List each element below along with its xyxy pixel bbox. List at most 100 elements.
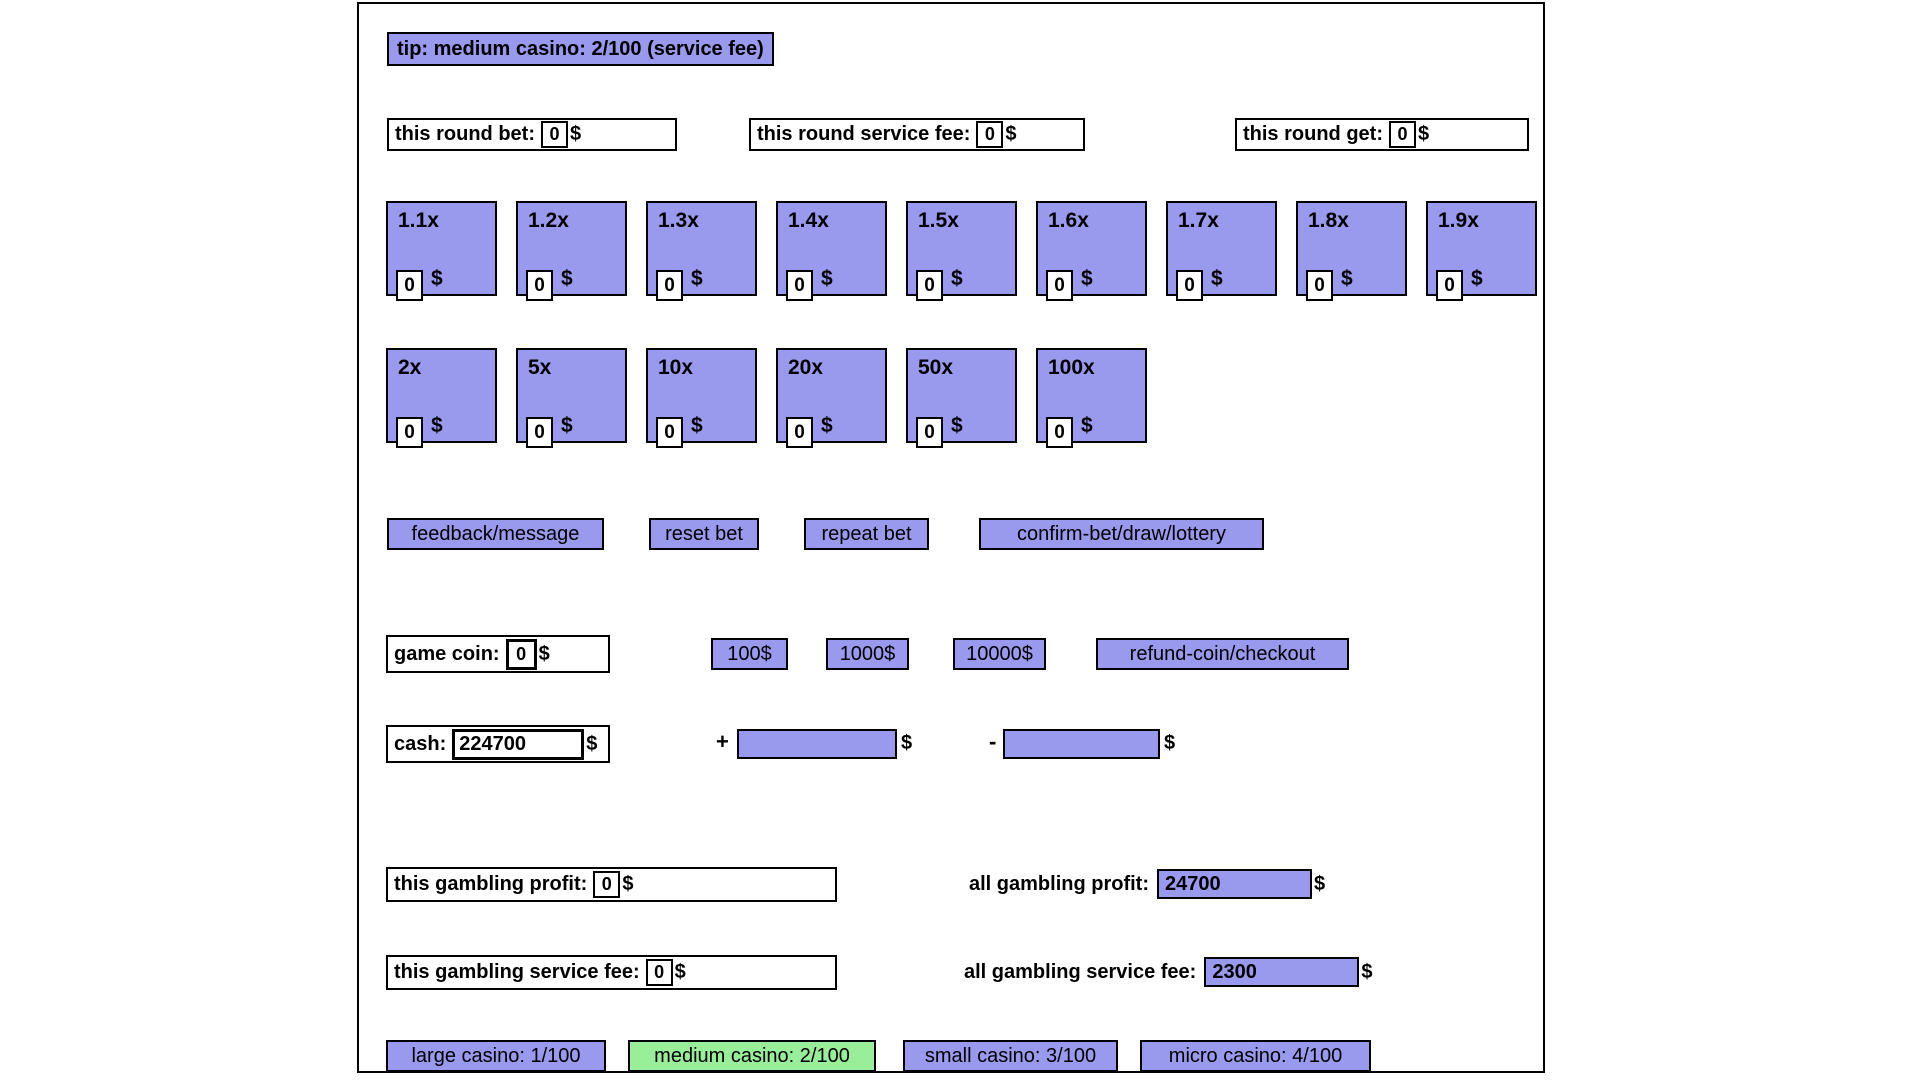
minus-sign: - <box>989 729 997 754</box>
round-get-label: this round get: <box>1243 123 1383 145</box>
feedback-message-button[interactable]: feedback/message <box>387 518 604 550</box>
dollar-sign: $ <box>1211 267 1223 290</box>
multiplier-label: 1.3x <box>658 209 699 232</box>
multiplier-bet-input-100x[interactable] <box>1046 417 1073 448</box>
multiplier-card-10x: 10x $ <box>646 348 757 448</box>
dollar-sign: $ <box>622 873 634 895</box>
multiplier-bet-input-1.1x[interactable] <box>396 270 423 301</box>
multiplier-label: 1.6x <box>1048 209 1089 232</box>
dollar-sign: $ <box>561 414 573 437</box>
multiplier-bet-input-2x[interactable] <box>396 417 423 448</box>
game-coin-box: game coin: $ <box>386 635 610 673</box>
tip-banner: tip: medium casino: 2/100 (service fee) <box>387 32 774 66</box>
round-bet-label: this round bet: <box>395 123 535 145</box>
dollar-sign: $ <box>431 267 443 290</box>
multiplier-card-1.3x: 1.3x $ <box>646 201 757 301</box>
multiplier-bet-input-1.4x[interactable] <box>786 270 813 301</box>
multiplier-bet-input-5x[interactable] <box>526 417 553 448</box>
cash-box: cash: $ <box>386 725 610 763</box>
multiplier-bet-input-50x[interactable] <box>916 417 943 448</box>
all-gambling-profit-label: all gambling profit: <box>969 872 1149 895</box>
all-gambling-service-fee-label: all gambling service fee: <box>964 960 1197 983</box>
round-fee-box: this round service fee: $ <box>749 118 1085 151</box>
multiplier-bet-input-1.9x[interactable] <box>1436 270 1463 301</box>
multiplier-bet-input-20x[interactable] <box>786 417 813 448</box>
casino-tab-3[interactable]: micro casino: 4/100 <box>1140 1040 1371 1072</box>
add-1000-button[interactable]: 1000$ <box>826 638 909 670</box>
multiplier-label: 1.1x <box>398 209 439 232</box>
multiplier-row-2: 2x $ 5x $ 10x $ 20x $ 50x $ 100x $ <box>359 348 1543 448</box>
multiplier-label: 20x <box>788 356 824 379</box>
all-gambling-profit-group: all gambling profit: $ <box>969 869 1325 899</box>
multiplier-label: 100x <box>1048 356 1095 379</box>
refund-coin-checkout-button[interactable]: refund-coin/checkout <box>1096 638 1349 670</box>
this-gambling-profit-input[interactable] <box>593 871 621 898</box>
dollar-sign: $ <box>561 267 573 290</box>
this-gambling-service-fee-box: this gambling service fee: $ <box>386 955 837 990</box>
multiplier-label: 5x <box>528 356 552 379</box>
cash-input[interactable] <box>452 728 585 760</box>
dollar-sign: $ <box>586 732 598 755</box>
dollar-sign: $ <box>1417 123 1430 145</box>
add-100-button[interactable]: 100$ <box>711 638 788 670</box>
add-10000-button[interactable]: 10000$ <box>953 638 1046 670</box>
confirm-bet-draw-lottery-button[interactable]: confirm-bet/draw/lottery <box>979 518 1264 550</box>
multiplier-bet-input-1.3x[interactable] <box>656 270 683 301</box>
this-gambling-service-fee-label: this gambling service fee: <box>394 961 640 983</box>
multiplier-label: 1.4x <box>788 209 829 232</box>
all-gambling-service-fee-input[interactable] <box>1204 957 1360 987</box>
multiplier-card-5x: 5x $ <box>516 348 627 448</box>
round-get-input[interactable] <box>1388 121 1416 148</box>
round-fee-input[interactable] <box>976 121 1004 148</box>
all-gambling-profit-input[interactable] <box>1157 869 1312 899</box>
dollar-sign: $ <box>821 414 833 437</box>
multiplier-bet-input-1.6x[interactable] <box>1046 270 1073 301</box>
this-gambling-service-fee-input[interactable] <box>645 959 673 986</box>
round-get-box: this round get: $ <box>1235 118 1529 151</box>
dollar-sign: $ <box>1341 267 1353 290</box>
game-coin-label: game coin: <box>394 642 500 665</box>
multiplier-bet-input-10x[interactable] <box>656 417 683 448</box>
cash-label: cash: <box>394 732 447 755</box>
dollar-sign: $ <box>1081 267 1093 290</box>
multiplier-card-1.1x: 1.1x $ <box>386 201 497 301</box>
multiplier-card-1.4x: 1.4x $ <box>776 201 887 301</box>
multiplier-row-1: 1.1x $ 1.2x $ 1.3x $ 1.4x $ 1.5x $ 1.6x … <box>359 201 1543 301</box>
multiplier-card-1.9x: 1.9x $ <box>1426 201 1537 301</box>
dollar-sign: $ <box>951 267 963 290</box>
round-bet-input[interactable] <box>540 121 568 148</box>
reset-bet-button[interactable]: reset bet <box>649 518 759 550</box>
all-gambling-service-fee-group: all gambling service fee: $ <box>964 957 1372 987</box>
multiplier-card-2x: 2x $ <box>386 348 497 448</box>
multiplier-label: 10x <box>658 356 694 379</box>
dollar-sign: $ <box>951 414 963 437</box>
multiplier-bet-input-1.2x[interactable] <box>526 270 553 301</box>
round-fee-label: this round service fee: <box>757 123 971 145</box>
dollar-sign: $ <box>674 961 686 983</box>
multiplier-card-100x: 100x $ <box>1036 348 1147 448</box>
dollar-sign: $ <box>821 267 833 290</box>
main-panel: tip: medium casino: 2/100 (service fee) … <box>357 2 1545 1073</box>
multiplier-bet-input-1.8x[interactable] <box>1306 270 1333 301</box>
multiplier-label: 1.7x <box>1178 209 1219 232</box>
dollar-sign: $ <box>1005 123 1017 145</box>
multiplier-card-1.8x: 1.8x $ <box>1296 201 1407 301</box>
multiplier-card-1.2x: 1.2x $ <box>516 201 627 301</box>
cash-subtract-input[interactable] <box>1003 729 1160 759</box>
dollar-sign: $ <box>1361 960 1373 983</box>
game-coin-input[interactable] <box>505 638 537 670</box>
cash-add-input[interactable] <box>737 729 897 759</box>
multiplier-label: 1.5x <box>918 209 959 232</box>
casino-tab-1[interactable]: medium casino: 2/100 <box>628 1040 876 1072</box>
dollar-sign: $ <box>569 123 582 145</box>
multiplier-card-20x: 20x $ <box>776 348 887 448</box>
multiplier-label: 50x <box>918 356 954 379</box>
multiplier-label: 1.8x <box>1308 209 1349 232</box>
multiplier-bet-input-1.5x[interactable] <box>916 270 943 301</box>
casino-tab-0[interactable]: large casino: 1/100 <box>386 1040 606 1072</box>
repeat-bet-button[interactable]: repeat bet <box>804 518 929 550</box>
casino-tab-2[interactable]: small casino: 3/100 <box>903 1040 1118 1072</box>
multiplier-bet-input-1.7x[interactable] <box>1176 270 1203 301</box>
round-bet-box: this round bet: $ <box>387 118 677 151</box>
multiplier-label: 2x <box>398 356 422 379</box>
